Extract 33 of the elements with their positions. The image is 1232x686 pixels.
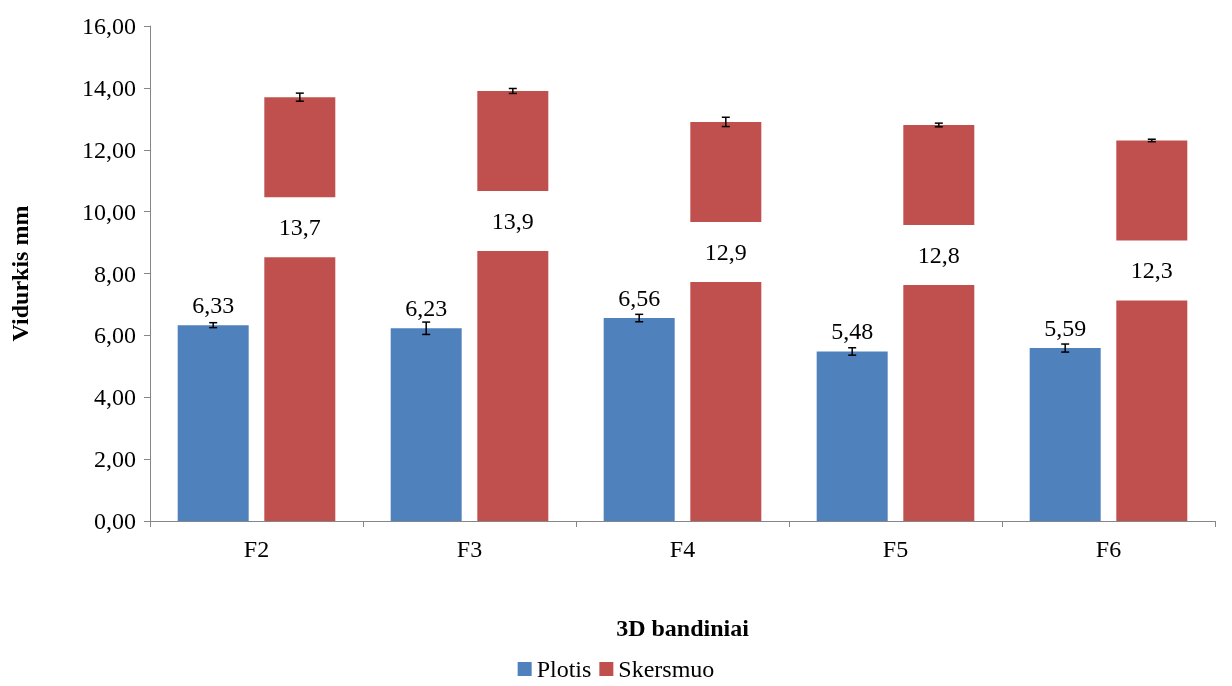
y-tick-label: 14,00: [82, 74, 136, 101]
data-label: 13,7: [278, 214, 321, 241]
y-tick-label: 0,00: [94, 508, 136, 534]
y-tick-label: 16,00: [82, 13, 136, 39]
x-tick-label: F4: [669, 536, 696, 562]
legend-label: Skersmuo: [618, 656, 715, 682]
data-label: 5,48: [831, 318, 874, 345]
data-label: 12,3: [1130, 257, 1173, 284]
x-tick-label: F6: [1095, 536, 1122, 562]
y-tick-label: 8,00: [94, 260, 136, 287]
x-tick-label: F2: [243, 536, 270, 562]
data-label: 5,59: [1044, 315, 1087, 342]
data-label: 12,9: [704, 238, 747, 265]
x-axis-title: 3D bandiniai: [616, 615, 750, 641]
legend-label: Plotis: [536, 656, 592, 682]
y-tick-label: 2,00: [94, 446, 136, 473]
data-label: 13,9: [491, 207, 534, 234]
x-tick-label: F3: [456, 536, 483, 562]
y-tick-label: 10,00: [82, 198, 136, 225]
bar: [390, 328, 462, 521]
data-label: 6,23: [405, 295, 448, 322]
bar: [1029, 348, 1101, 521]
x-tick-label: F5: [882, 536, 909, 562]
y-tick-label: 12,00: [82, 136, 136, 163]
data-label: 12,8: [917, 242, 960, 268]
y-tick-label: 4,00: [94, 384, 136, 411]
bar: [816, 351, 888, 521]
bar: [603, 318, 675, 521]
y-axis-title: Vidurkis mm: [7, 205, 33, 342]
bar: [177, 325, 249, 521]
y-tick-label: 6,00: [94, 322, 136, 349]
data-label: 6,33: [192, 292, 235, 319]
data-label: 6,56: [618, 285, 661, 312]
